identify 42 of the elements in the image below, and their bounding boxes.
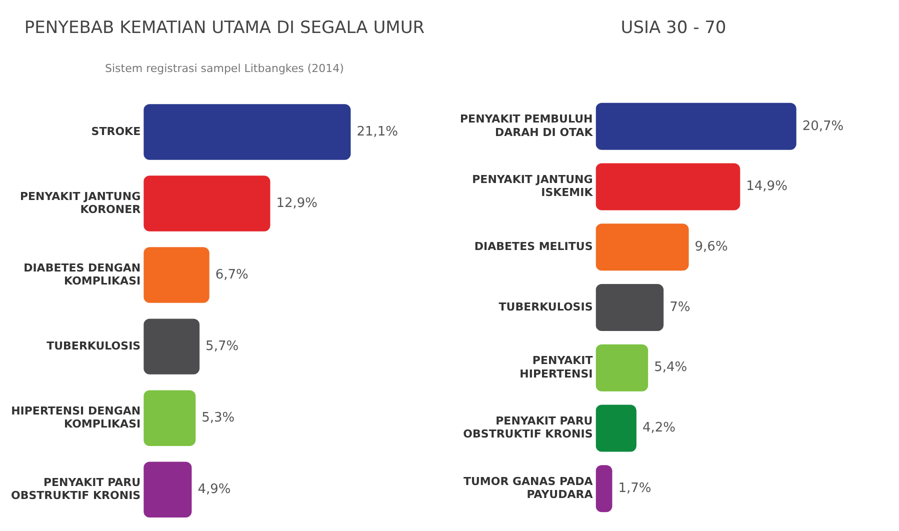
y-tick-label: PENYAKIT PARU OBSTRUKTIF KRONIS bbox=[463, 414, 593, 441]
y-tick-label: TUBERKULOSIS bbox=[498, 300, 593, 314]
y-tick-label: PENYAKIT PEMBULUH DARAH DI OTAK bbox=[460, 112, 594, 139]
y-tick-label: DIABETES DENGAN KOMPLIKASI bbox=[24, 261, 141, 288]
y-tick-label: PENYAKIT JANTUNG ISKEMIK bbox=[472, 173, 594, 200]
y-tick-label: DIABETES MELITUS bbox=[474, 240, 593, 253]
y-tick-label: TUBERKULOSIS bbox=[46, 339, 141, 352]
y-tick-label: HIPERTENSI DENGAN KOMPLIKASI bbox=[11, 404, 141, 431]
data-label: 7% bbox=[670, 300, 690, 315]
data-label: 14,9% bbox=[746, 179, 788, 194]
y-tick-label: PENYAKIT HIPERTENSI bbox=[520, 354, 594, 380]
data-label: 4,2% bbox=[642, 420, 676, 436]
data-label: 6,7% bbox=[215, 267, 248, 282]
data-label: 1,7% bbox=[618, 480, 652, 496]
data-label: 5,3% bbox=[202, 410, 235, 426]
chart-subtitle: Sistem registrasi sampel Litbangkes (2014) bbox=[104, 62, 345, 76]
y-tick-label: PENYAKIT PARU OBSTRUKTIF KRONIS bbox=[11, 476, 141, 502]
y-tick-label: STROKE bbox=[91, 124, 141, 138]
bar bbox=[144, 390, 196, 446]
bar bbox=[144, 318, 200, 374]
y-tick-label: TUMOR GANAS PADA PAYUDARA bbox=[463, 474, 594, 502]
data-label: 20,7% bbox=[802, 118, 844, 134]
bar bbox=[596, 465, 612, 512]
bar bbox=[144, 462, 192, 518]
bar bbox=[596, 102, 796, 150]
bar bbox=[144, 104, 351, 160]
y-tick-label: PENYAKIT JANTUNG KORONER bbox=[20, 190, 142, 216]
data-label: 9,6% bbox=[694, 240, 728, 255]
bar bbox=[596, 224, 689, 271]
data-label: 12,9% bbox=[276, 196, 318, 211]
chart-title: PENYEBAB KEMATIAN UTAMA DI SEGALA UMUR bbox=[23, 18, 426, 40]
data-label: 5,4% bbox=[654, 360, 688, 376]
chart-title: USIA 30 - 70 bbox=[620, 18, 728, 40]
bar bbox=[144, 176, 270, 232]
data-label: 21,1% bbox=[356, 124, 398, 140]
bar bbox=[596, 344, 648, 392]
bar bbox=[596, 284, 664, 332]
data-label: 5,7% bbox=[206, 338, 239, 354]
bar bbox=[596, 163, 740, 210]
bar bbox=[596, 404, 636, 452]
data-label: 4,9% bbox=[198, 482, 231, 498]
bar bbox=[144, 247, 210, 303]
